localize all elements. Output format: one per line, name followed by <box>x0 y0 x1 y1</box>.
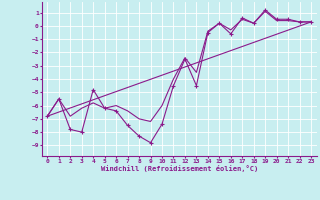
X-axis label: Windchill (Refroidissement éolien,°C): Windchill (Refroidissement éolien,°C) <box>100 165 258 172</box>
